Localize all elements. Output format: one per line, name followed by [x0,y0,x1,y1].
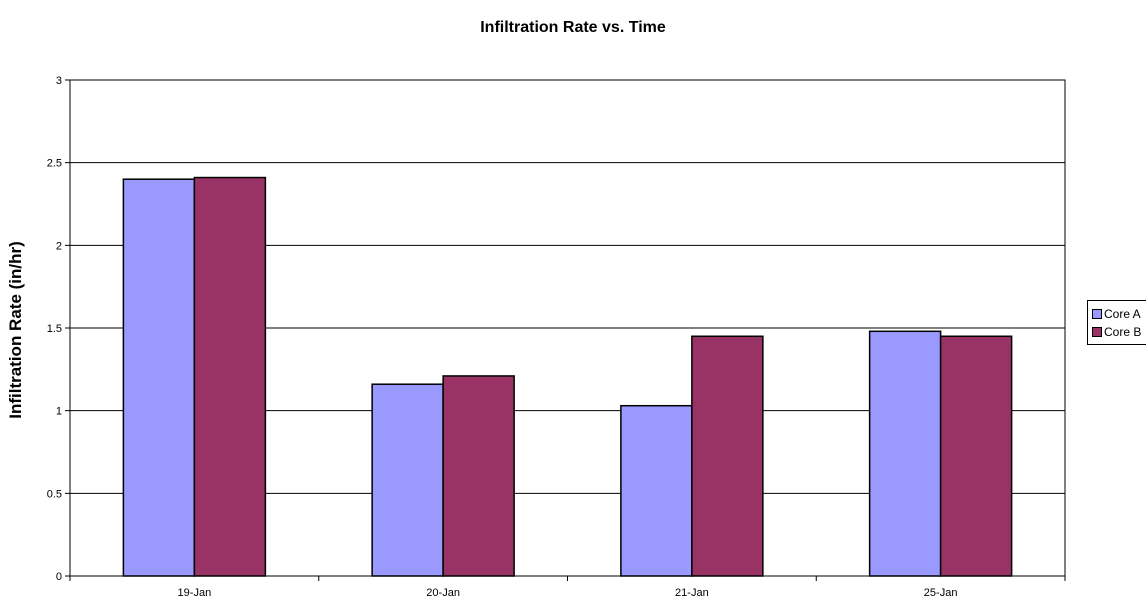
y-tick-label: 2.5 [47,158,62,170]
y-tick-label: 3 [56,75,62,87]
bar-core-b [939,335,1013,577]
bar-core-b [442,375,515,577]
legend-label-core-b: Core B [1104,325,1142,339]
bar-core-a [122,178,196,577]
bar-core-b [193,176,267,577]
y-tick-label: 1.5 [47,323,62,335]
bar-core-b [691,335,764,577]
legend-swatch-core-b [1092,326,1102,337]
bar-core-a [868,330,942,577]
x-tick-label: 20-Jan [426,587,460,599]
bar-core-a [371,383,444,577]
legend-swatch-core-a [1092,308,1102,319]
x-tick-label: 19-Jan [178,587,212,599]
legend-label-core-a: Core A [1104,307,1141,321]
y-tick-label: 2 [56,240,62,252]
bar-core-a [620,404,693,577]
x-tick-label: 25-Jan [924,587,958,599]
legend-item-core-b: Core B [1092,325,1141,339]
chart-title: Infiltration Rate vs. Time [480,19,666,36]
x-tick-label: 21-Jan [675,587,709,599]
y-tick-label: 0 [56,571,62,583]
y-tick-label: 0.5 [47,488,62,500]
legend: Core A Core B [1087,300,1146,345]
y-tick-label: 1 [56,406,62,418]
legend-item-core-a: Core A [1092,307,1141,321]
